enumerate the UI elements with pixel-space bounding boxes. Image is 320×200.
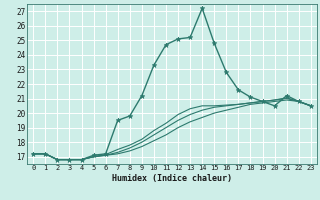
X-axis label: Humidex (Indice chaleur): Humidex (Indice chaleur) <box>112 174 232 183</box>
